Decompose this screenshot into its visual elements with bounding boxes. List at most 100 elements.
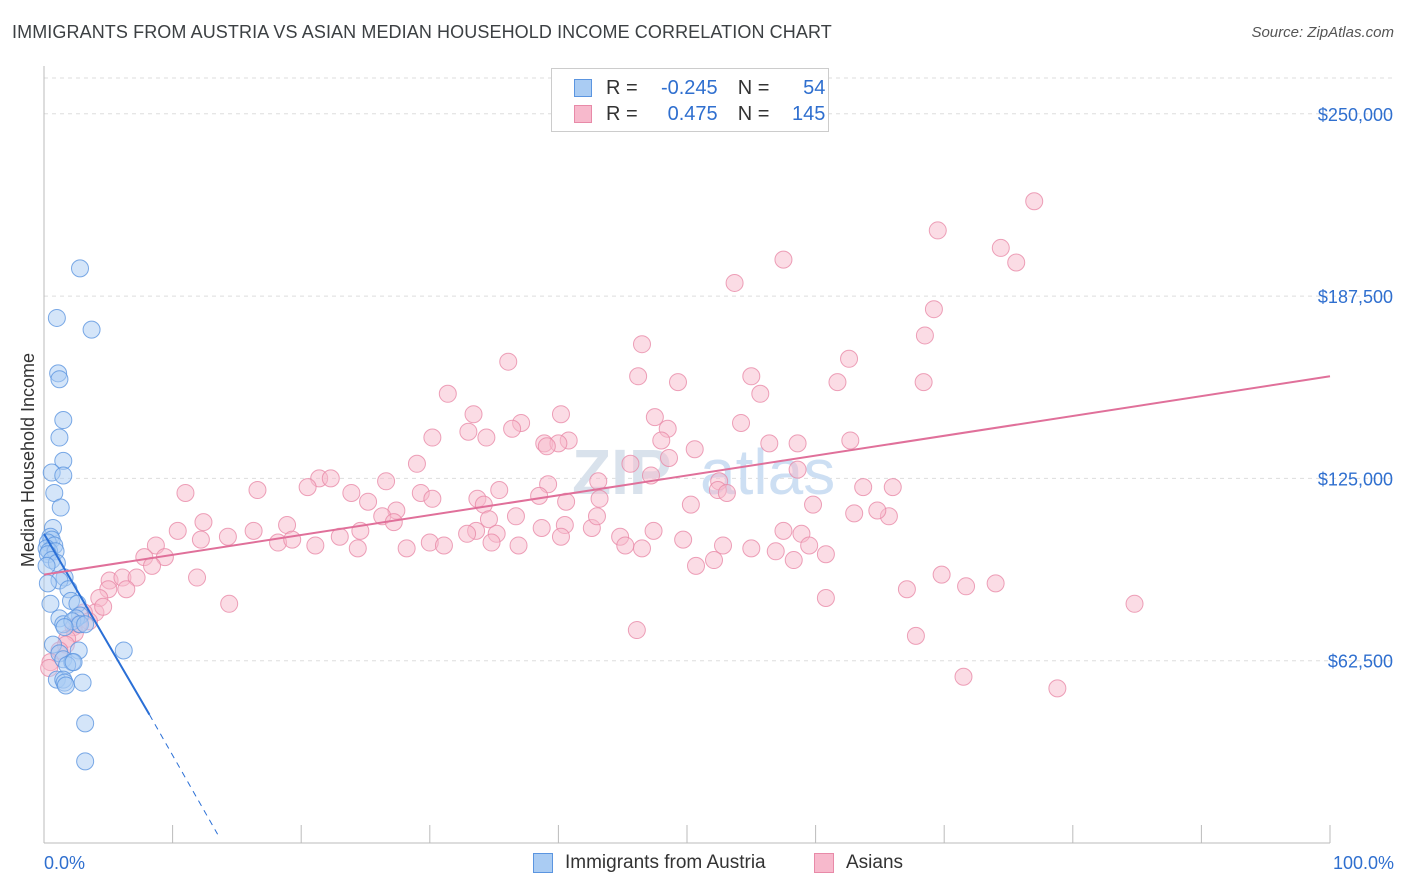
- asians-point: [503, 419, 522, 438]
- y-axis-label: Median Household Income: [18, 353, 38, 567]
- asians-point: [423, 428, 442, 447]
- asians-point: [652, 431, 671, 450]
- asians-point: [551, 527, 570, 546]
- austria-point: [47, 308, 66, 327]
- asians-point: [632, 539, 651, 558]
- austria-point: [54, 466, 73, 485]
- y-tick-label: $62,500: [1328, 652, 1393, 672]
- asians-point: [800, 536, 819, 555]
- asians-point: [774, 250, 793, 269]
- asians-point: [434, 536, 453, 555]
- asians-point: [705, 551, 724, 570]
- series-legend-austria[interactable]: Immigrants from Austria: [533, 852, 766, 874]
- asians-point: [629, 367, 648, 386]
- asians-point: [458, 524, 477, 543]
- asians-point: [423, 489, 442, 508]
- asians-point: [883, 478, 902, 497]
- asians-point: [928, 221, 947, 240]
- asians-point: [627, 621, 646, 640]
- asians-point: [321, 469, 340, 488]
- y-tick-labels: $62,500 $125,000 $187,500 $250,000: [1318, 105, 1393, 672]
- asians-point: [621, 454, 640, 473]
- asians-point: [477, 428, 496, 447]
- asians-point: [788, 460, 807, 479]
- asians-point: [127, 568, 146, 587]
- asians-point: [685, 440, 704, 459]
- austria-point: [73, 673, 92, 692]
- austria-point: [114, 641, 133, 660]
- asians-point: [742, 367, 761, 386]
- asians-point: [1125, 594, 1144, 613]
- asians-point: [816, 545, 835, 564]
- asians-point: [191, 530, 210, 549]
- asians-point: [816, 588, 835, 607]
- asians-point: [804, 495, 823, 514]
- y-tick-label: $125,000: [1318, 469, 1393, 489]
- trend-lines: [43, 375, 1331, 835]
- legend-swatch-pink: [574, 105, 592, 123]
- asians-point: [244, 521, 263, 540]
- asians-point: [644, 521, 663, 540]
- asians-point: [168, 521, 187, 540]
- asians-point: [1048, 679, 1067, 698]
- asians-point: [732, 413, 751, 432]
- asians-point: [94, 597, 113, 616]
- asians-point: [774, 521, 793, 540]
- austria-point: [51, 498, 70, 517]
- asians-point: [659, 448, 678, 467]
- asians-point: [674, 530, 693, 549]
- asians-point: [725, 273, 744, 292]
- asians-point: [479, 510, 498, 529]
- austria-point: [41, 594, 60, 613]
- asians-point: [751, 384, 770, 403]
- asians-point: [464, 405, 483, 424]
- austria-point: [55, 618, 74, 637]
- asians-point: [868, 501, 887, 520]
- asians-point: [377, 472, 396, 491]
- source-label: Source: ZipAtlas.com: [1251, 24, 1394, 41]
- asians-point: [490, 481, 509, 500]
- austria-point: [37, 556, 56, 575]
- asians-point: [924, 300, 943, 319]
- legend-n-label: N =: [737, 76, 770, 99]
- asians-point: [342, 483, 361, 502]
- asians-point: [645, 408, 664, 427]
- legend-r-label: R =: [606, 76, 638, 99]
- asians-point: [438, 384, 457, 403]
- asians-point: [587, 507, 606, 526]
- asians-point: [957, 577, 976, 596]
- asians-point: [220, 594, 239, 613]
- asians-point: [760, 434, 779, 453]
- legend-row-asians: R = 0.475 N = 145: [574, 102, 825, 126]
- asians-point: [632, 335, 651, 354]
- asians-point: [742, 539, 761, 558]
- asians-point: [194, 513, 213, 532]
- legend-row-austria: R = -0.245 N = 54: [574, 76, 825, 100]
- asians-point: [991, 238, 1010, 257]
- legend-n-value-asians: 145: [792, 102, 826, 125]
- asians-point: [840, 349, 859, 368]
- asians-point: [668, 373, 687, 392]
- legend-n-label: N =: [737, 102, 770, 125]
- asians-point: [714, 536, 733, 555]
- asians-point: [407, 454, 426, 473]
- asians-point: [687, 556, 706, 575]
- asians-point: [590, 489, 609, 508]
- asians-point: [176, 483, 195, 502]
- asians-point: [298, 478, 317, 497]
- series-legend-asians[interactable]: Asians: [814, 852, 903, 874]
- austria-trend-line: [43, 533, 151, 716]
- asians-point: [359, 492, 378, 511]
- legend-r-label: R =: [606, 102, 638, 125]
- asians-point: [459, 422, 478, 441]
- asians-point: [828, 373, 847, 392]
- asians-point: [906, 626, 925, 645]
- asians-point: [306, 536, 325, 555]
- austria-point: [64, 653, 83, 672]
- asians-point: [499, 352, 518, 371]
- asians-point: [143, 556, 162, 575]
- legend-r-value-austria: -0.245: [660, 76, 718, 99]
- austria-point: [76, 615, 95, 634]
- asians-point: [897, 580, 916, 599]
